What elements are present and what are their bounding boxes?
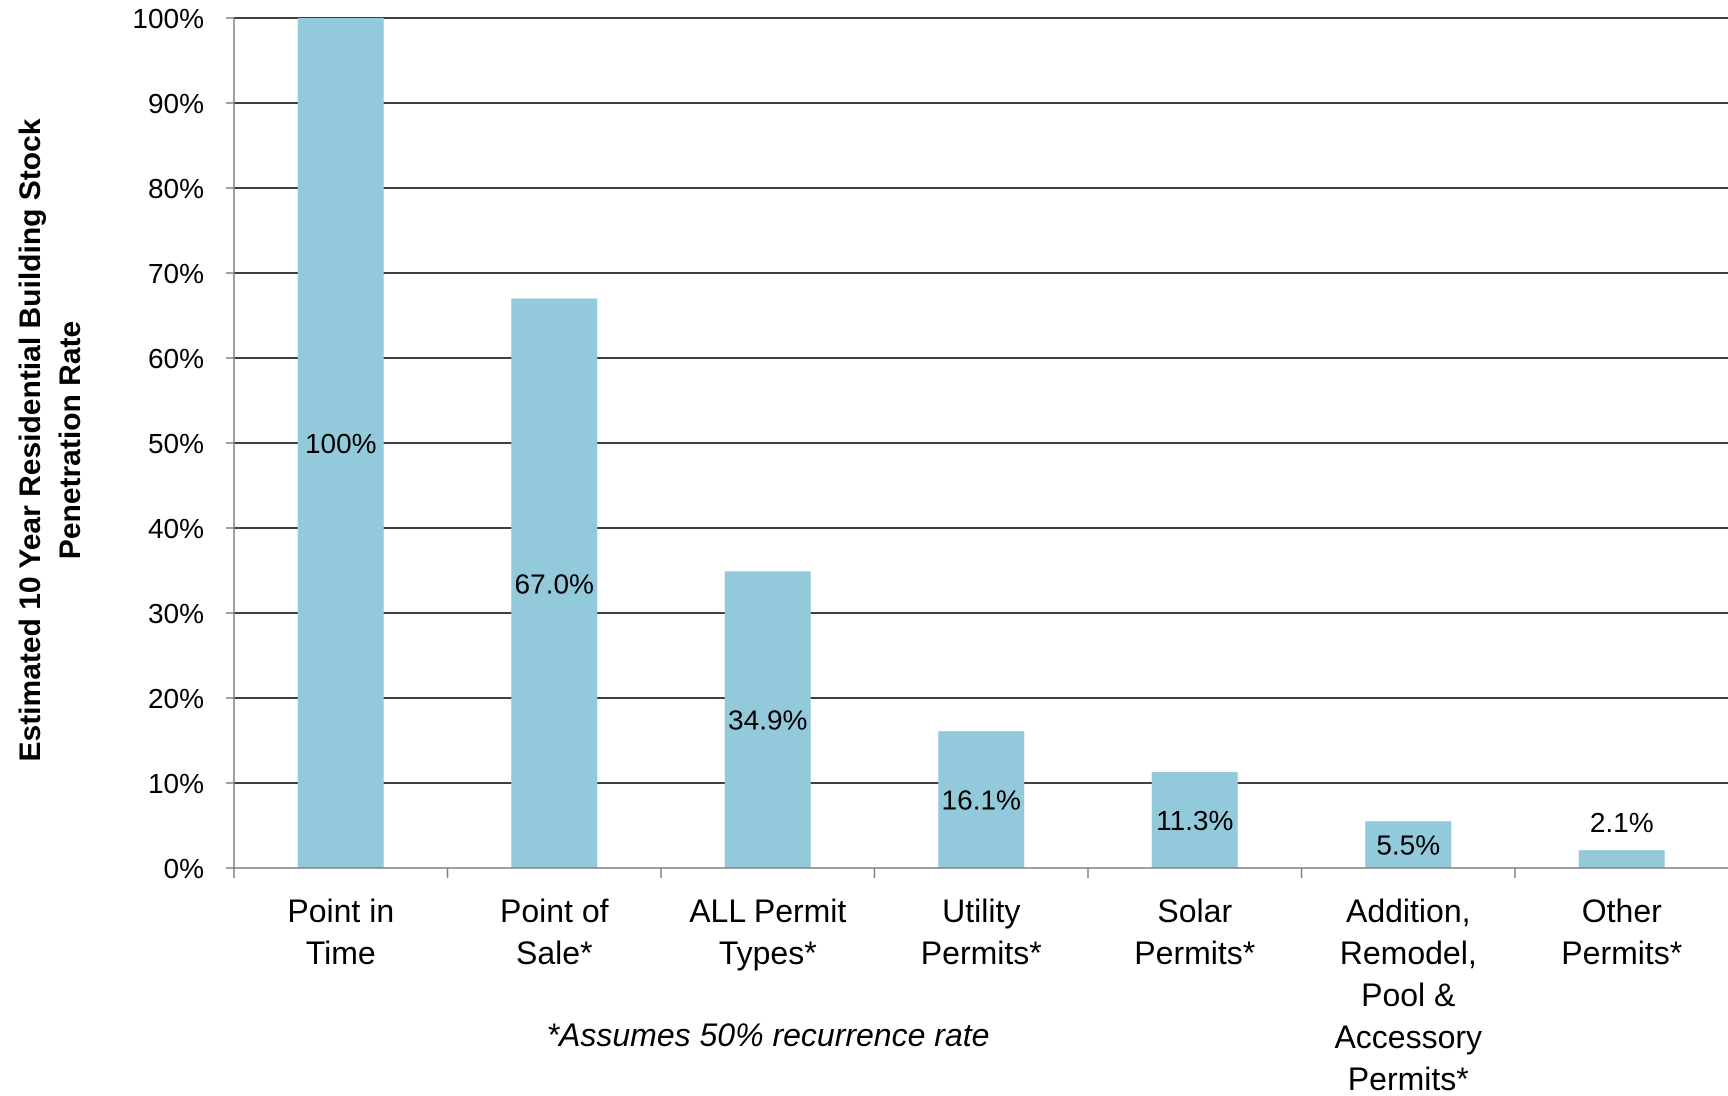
category-label-line: Addition, [1346, 893, 1471, 929]
category-label-line: Accessory [1334, 1019, 1482, 1055]
data-label: 100% [305, 428, 377, 459]
y-tick-label: 100% [132, 3, 204, 34]
category-label-line: Point in [287, 893, 394, 929]
data-label: 67.0% [515, 568, 594, 599]
y-axis-title: Estimated 10 Year Residential Building S… [14, 118, 87, 761]
category-label: ALL Permit Types* [689, 893, 846, 971]
category-label-line: Utility [942, 893, 1020, 929]
category-label-line: Other [1582, 893, 1662, 929]
category-label: Solar Permits* [1134, 893, 1255, 971]
data-label: 11.3% [1156, 805, 1233, 836]
y-tick-label: 10% [148, 768, 204, 799]
y-tick-label: 80% [148, 173, 204, 204]
data-label: 34.9% [728, 705, 807, 736]
category-label-line: Point of [500, 893, 609, 929]
category-label: Addition, Remodel, Pool & Accessory Permits* [1334, 893, 1482, 1096]
bar [724, 571, 811, 868]
bars [297, 18, 1665, 868]
data-label: 2.1% [1590, 807, 1654, 838]
x-axis [233, 18, 1728, 878]
y-tick-label: 60% [148, 343, 204, 374]
bar [1151, 771, 1238, 868]
bar [1365, 821, 1452, 868]
category-label-line: ALL Permit [689, 893, 846, 929]
gridlines [226, 17, 1728, 869]
y-tick-label: 30% [148, 598, 204, 629]
category-labels: Point in Time Point of Sale* ALL Permit Types… [287, 893, 1682, 1096]
y-tick-label: 70% [148, 258, 204, 289]
category-label-line: Types* [719, 935, 817, 971]
data-label: 16.1% [942, 785, 1021, 816]
category-label-line: Permits* [1561, 935, 1682, 971]
y-tick-label: 40% [148, 513, 204, 544]
category-label: Utility Permits* [921, 893, 1042, 971]
y-tick-label: 50% [148, 428, 204, 459]
category-label-line: Pool & [1361, 977, 1455, 1013]
data-label: 5.5% [1376, 830, 1440, 861]
category-label-line: Solar [1157, 893, 1232, 929]
bar [1578, 850, 1665, 868]
y-tick-labels: 0% 10% 20% 30% 40% 50% 60% 70% 80% 90% 100% [132, 3, 204, 884]
footnote: *Assumes 50% recurrence rate [547, 1017, 990, 1053]
category-label-line: Time [306, 935, 376, 971]
category-label-line: Permits* [921, 935, 1042, 971]
bar [511, 298, 598, 868]
category-label: Point in Time [287, 893, 394, 971]
category-label-line: Remodel, [1340, 935, 1477, 971]
bar [938, 731, 1025, 868]
y-tick-label: 20% [148, 683, 204, 714]
category-label: Point of Sale* [500, 893, 609, 971]
category-label-line: Permits* [1348, 1061, 1469, 1096]
category-label: Other Permits* [1561, 893, 1682, 971]
bar [297, 18, 384, 868]
category-label-line: Sale* [516, 935, 593, 971]
data-labels: 100% 67.0% 34.9% 16.1% 11.3% 5.5% 2.1% [305, 428, 1654, 861]
y-tick-label: 90% [148, 88, 204, 119]
y-axis-title-line: Penetration Rate [54, 321, 87, 559]
y-tick-label: 0% [164, 853, 204, 884]
y-axis-title-line: Estimated 10 Year Residential Building S… [14, 118, 47, 761]
category-label-line: Permits* [1134, 935, 1255, 971]
